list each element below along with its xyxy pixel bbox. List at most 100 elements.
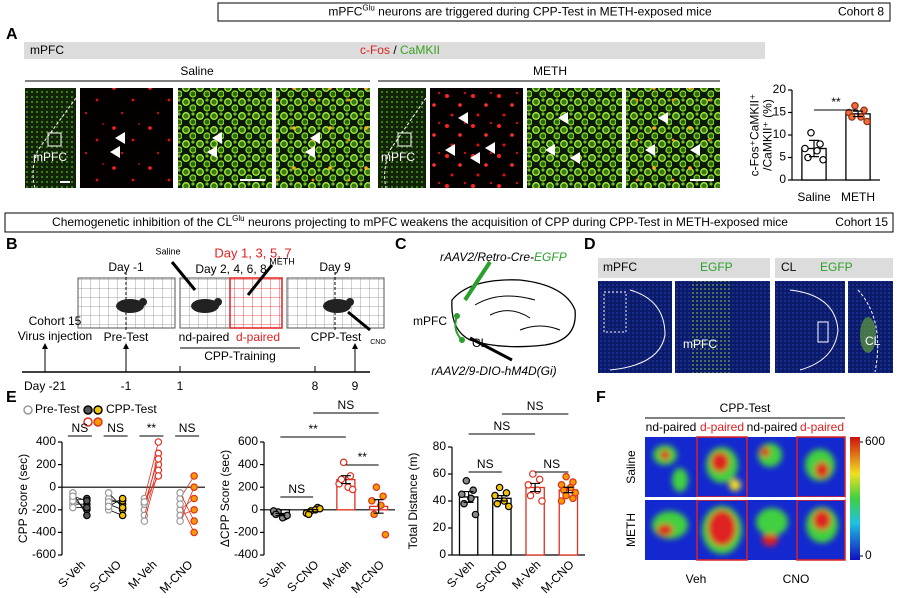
title-part: Chemogenetic inhibition of the CL (52, 215, 232, 229)
y-tick-label: 20 (773, 82, 787, 96)
stain: c-Fos (360, 43, 390, 57)
group-label: METH (533, 64, 567, 78)
data-point (851, 101, 859, 110)
data-point (83, 503, 91, 512)
data-point (813, 146, 821, 155)
region-label: mPFC (683, 337, 717, 351)
phase-label: Pre-Test (104, 330, 149, 344)
legend-marker (93, 405, 103, 415)
banner (4, 212, 894, 233)
injection-label: Virus injection (18, 329, 92, 343)
data-point (381, 530, 390, 539)
data-point (460, 499, 468, 508)
y-tick-label: 20 (433, 520, 447, 534)
x-tick-label: S-CNO (87, 557, 124, 594)
significance-label: NS (338, 398, 355, 412)
legend-marker (23, 405, 33, 415)
y-axis-label: c-Fos⁺CaMKII⁺ (748, 94, 762, 177)
error-bar (308, 508, 319, 513)
x-tick-label: M-CNO (538, 557, 577, 596)
y-tick-label: 60 (433, 466, 447, 480)
x-tick-label: M-CNO (157, 557, 196, 596)
y-tick-label: 600 (238, 434, 258, 448)
banner (217, 2, 891, 22)
region-label: CL (472, 336, 488, 350)
error-bar (496, 495, 507, 502)
x-tick-label: Saline (797, 190, 831, 204)
stain-label: c-Fos / CaMKII (360, 43, 440, 57)
group-label: Saline (180, 64, 214, 78)
data-point (819, 155, 827, 164)
timeline-label: 9 (352, 379, 359, 393)
y-tick-label: 0 (49, 479, 56, 493)
inset-label: mPFC (33, 150, 67, 164)
data-point (372, 483, 381, 492)
virus-label: rAAV2/Retro-Cre-EGFP (440, 250, 567, 264)
data-point (377, 501, 385, 510)
panel-letter: B (6, 236, 18, 253)
data-point (190, 528, 198, 537)
column-label: d-paired (800, 420, 844, 434)
significance-label: ** (308, 422, 318, 436)
data-point (816, 140, 824, 148)
data-point (339, 458, 348, 467)
pair-line (144, 475, 159, 503)
y-tick-label: 400 (238, 457, 258, 471)
title-part: mPFC (328, 5, 362, 19)
data-point (83, 496, 91, 505)
error-bar (853, 110, 863, 118)
data-point (348, 485, 357, 494)
cpp-boxes (77, 261, 385, 332)
legend-marker (83, 405, 93, 415)
data-point (69, 492, 77, 501)
header-bar (775, 258, 893, 278)
data-point (176, 500, 184, 508)
significance-label: NS (72, 421, 89, 435)
timeline (22, 343, 370, 373)
error-bar (530, 482, 541, 493)
panel-letter: E (6, 389, 17, 406)
pair-line (179, 492, 195, 522)
panel-letter: D (584, 236, 596, 253)
y-tick-label: -200 (32, 502, 56, 516)
banner-title: Chemogenetic inhibition of the CLGlu neu… (52, 214, 788, 229)
significance-label: ** (358, 450, 368, 464)
cohort-label: Cohort 15 (29, 314, 82, 328)
cohort: Cohort 15 (835, 215, 888, 229)
data-point (154, 472, 163, 480)
data-point (118, 494, 127, 503)
data-point (176, 489, 184, 497)
data-point (154, 455, 163, 463)
data-point (557, 497, 566, 505)
group-label: Veh (686, 572, 707, 586)
pair-line (179, 487, 195, 522)
data-point (379, 492, 387, 501)
y-tick-label: 40 (433, 493, 447, 507)
region-label: mPFC (603, 260, 637, 274)
error-bar (563, 486, 574, 494)
legend-marker (83, 417, 93, 427)
data-point (337, 475, 346, 484)
header-bar (24, 42, 765, 59)
y-tick-label: 0 (779, 172, 786, 186)
y-tick-label: -600 (32, 547, 56, 561)
data-point (562, 472, 570, 481)
error-bar (463, 490, 474, 503)
data-point (524, 480, 533, 489)
significance-label: NS (494, 419, 511, 433)
day-label: Day 1, 3, 5, 7 (214, 245, 291, 260)
data-point (190, 483, 198, 492)
data-point (190, 517, 198, 525)
title-part: neurons projecting to mPFC weakens the a… (245, 215, 789, 229)
y-tick-label: -200 (234, 525, 258, 539)
data-point (118, 511, 127, 520)
data-point (140, 517, 149, 525)
x-tick-label: S-Veh (55, 557, 88, 590)
data-point (860, 106, 868, 115)
y-axis-label: /CaMKII⁺ (%) (761, 99, 775, 171)
significance-label: NS (288, 482, 305, 496)
y-tick-label: 15 (773, 105, 787, 119)
phase-label: d-paired (236, 330, 280, 344)
legend: Pre-Test CPP-Test (23, 402, 157, 427)
